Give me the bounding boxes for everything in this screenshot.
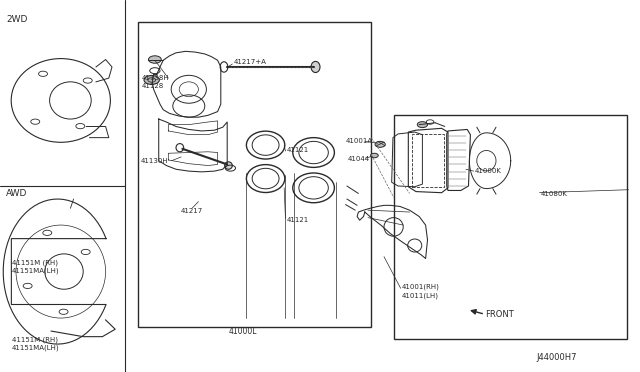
Text: 41001(RH): 41001(RH) bbox=[402, 284, 440, 291]
Text: 41217: 41217 bbox=[181, 208, 204, 214]
Text: 41217+A: 41217+A bbox=[234, 60, 266, 65]
Text: 41121: 41121 bbox=[287, 147, 309, 153]
Circle shape bbox=[417, 122, 428, 128]
Bar bbox=[394, 115, 627, 339]
Text: 41001A: 41001A bbox=[346, 138, 372, 144]
Bar bbox=[138, 22, 371, 327]
Text: 41044: 41044 bbox=[348, 156, 370, 162]
Text: 41000K: 41000K bbox=[475, 168, 502, 174]
Circle shape bbox=[144, 76, 159, 84]
Text: 41121: 41121 bbox=[287, 217, 309, 223]
Circle shape bbox=[148, 56, 161, 63]
Text: 41151M (RH): 41151M (RH) bbox=[12, 336, 58, 343]
Ellipse shape bbox=[225, 162, 232, 169]
Text: 41080K: 41080K bbox=[541, 191, 568, 197]
Bar bbox=[412, 134, 444, 187]
Text: 2WD: 2WD bbox=[6, 15, 28, 24]
Text: AWD: AWD bbox=[6, 189, 28, 198]
Circle shape bbox=[371, 153, 378, 158]
Text: 41151MA(LH): 41151MA(LH) bbox=[12, 267, 59, 274]
Text: 41138H: 41138H bbox=[142, 75, 170, 81]
Text: 41011(LH): 41011(LH) bbox=[402, 292, 439, 299]
Text: 41000L: 41000L bbox=[229, 327, 257, 336]
Text: J44000H7: J44000H7 bbox=[536, 353, 577, 362]
Text: 41151M (RH): 41151M (RH) bbox=[12, 259, 58, 266]
Text: 41128: 41128 bbox=[142, 83, 164, 89]
Text: 41151MA(LH): 41151MA(LH) bbox=[12, 344, 59, 351]
Text: FRONT: FRONT bbox=[485, 310, 514, 319]
Circle shape bbox=[375, 141, 385, 147]
Text: 41130H: 41130H bbox=[141, 158, 168, 164]
Ellipse shape bbox=[311, 61, 320, 73]
